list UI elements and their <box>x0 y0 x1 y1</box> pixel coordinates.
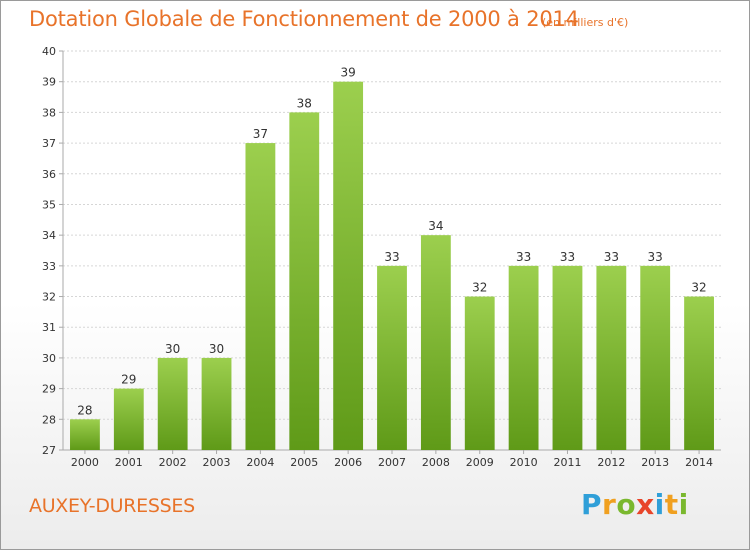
bar-value-label: 30 <box>165 342 180 356</box>
y-tick-label: 35 <box>42 198 56 211</box>
logo-letter: r <box>602 488 617 521</box>
x-tick-label: 2007 <box>378 456 406 469</box>
logo-letter: t <box>664 488 679 521</box>
x-tick-label: 2014 <box>685 456 713 469</box>
bar-value-label: 30 <box>209 342 224 356</box>
y-tick-label: 31 <box>42 321 56 334</box>
bar <box>684 296 714 450</box>
bar-value-label: 32 <box>472 281 487 295</box>
bar-value-label: 29 <box>121 373 136 387</box>
y-tick-label: 30 <box>42 352 56 365</box>
bar-value-label: 34 <box>428 219 443 233</box>
bar-value-label: 33 <box>384 250 399 264</box>
bar-value-label: 33 <box>516 250 531 264</box>
y-tick-label: 32 <box>42 291 56 304</box>
bar <box>377 265 407 450</box>
bar <box>157 357 188 450</box>
x-tick-label: 2010 <box>510 456 538 469</box>
bar-value-label: 38 <box>297 96 312 110</box>
y-tick-label: 38 <box>42 106 56 119</box>
x-tick-label: 2006 <box>334 456 362 469</box>
y-tick-label: 27 <box>42 444 56 457</box>
bar-value-label: 33 <box>648 250 663 264</box>
x-tick-label: 2009 <box>466 456 494 469</box>
y-tick-label: 34 <box>42 229 56 242</box>
bar <box>289 112 320 450</box>
proxiti-logo[interactable]: Proxiti <box>581 488 689 521</box>
x-tick-label: 2001 <box>115 456 143 469</box>
bar <box>508 265 539 450</box>
y-tick-label: 39 <box>42 76 56 89</box>
bar <box>420 235 451 450</box>
x-tick-label: 2012 <box>597 456 625 469</box>
bar <box>640 265 671 450</box>
x-tick-label: 2005 <box>290 456 318 469</box>
bar-value-label: 33 <box>560 250 575 264</box>
logo-letter: x <box>636 488 655 521</box>
bar <box>333 81 364 450</box>
commune-name: AUXEY-DURESSES <box>29 495 195 517</box>
y-tick-label: 29 <box>42 383 56 396</box>
bar <box>113 388 144 450</box>
bar-value-label: 32 <box>691 281 706 295</box>
y-axis-tick-labels: 27 28 29 30 31 32 33 34 35 36 37 38 39 40 <box>42 45 56 457</box>
x-tick-label: 2011 <box>553 456 581 469</box>
logo-letter: o <box>616 488 637 521</box>
y-tick-label: 37 <box>42 137 56 150</box>
x-tick-label: 2002 <box>159 456 187 469</box>
bar <box>245 143 276 451</box>
bar <box>70 419 100 450</box>
logo-letter: i <box>654 488 665 521</box>
bar-value-label: 33 <box>604 250 619 264</box>
logo-letter: i <box>678 488 689 521</box>
bar <box>464 296 495 450</box>
x-tick-label: 2004 <box>246 456 274 469</box>
bar <box>552 265 583 450</box>
bar-value-label: 37 <box>253 127 268 141</box>
chart-subtitle: (en milliers d'€) <box>542 16 629 29</box>
y-tick-label: 28 <box>42 413 56 426</box>
x-tick-label: 2003 <box>203 456 231 469</box>
y-tick-label: 33 <box>42 260 56 273</box>
x-tick-label: 2013 <box>641 456 669 469</box>
value-labels: 28 29 30 30 37 38 39 33 34 32 33 33 33 33 32 <box>77 66 706 418</box>
bars <box>70 81 714 451</box>
y-tick-label: 40 <box>42 45 56 58</box>
logo-letter: P <box>581 488 603 521</box>
bar <box>201 357 232 450</box>
bar-value-label: 39 <box>340 66 355 80</box>
bar <box>596 265 627 450</box>
x-axis-tick-labels: 2000 2001 2002 2003 2004 2005 2006 2007 2008 2009… <box>71 456 713 469</box>
chart-title: Dotation Globale de Fonctionnement de 20… <box>29 7 579 31</box>
y-tick-label: 36 <box>42 168 56 181</box>
bar-value-label: 28 <box>77 403 92 417</box>
x-tick-label: 2000 <box>71 456 99 469</box>
x-tick-label: 2008 <box>422 456 450 469</box>
